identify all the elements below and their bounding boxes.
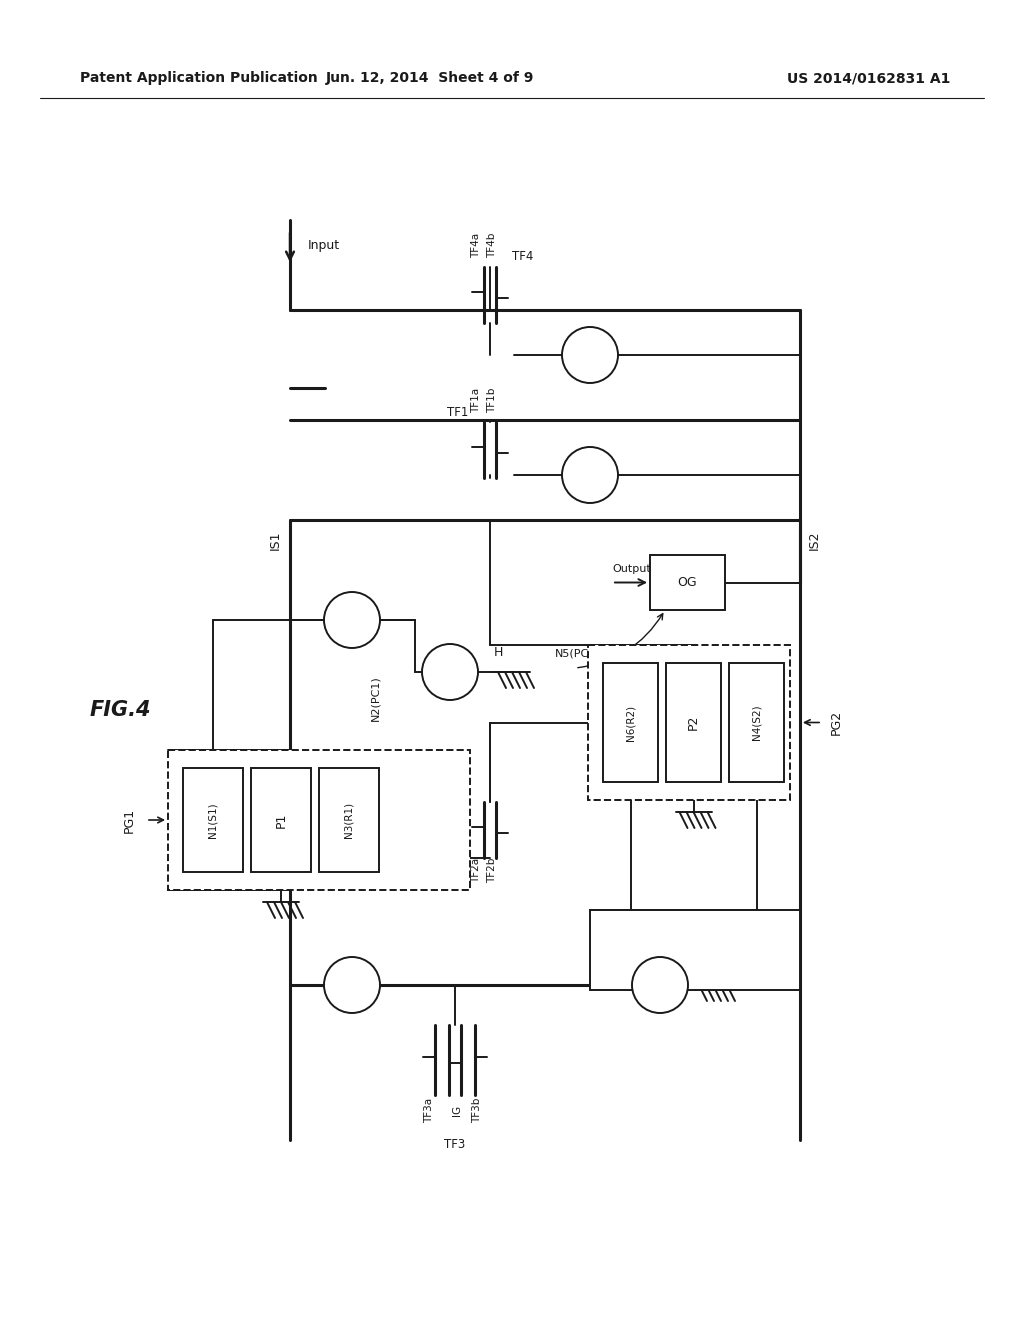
Text: N4(S2): N4(S2) [752, 705, 762, 741]
Text: US 2014/0162831 A1: US 2014/0162831 A1 [786, 71, 950, 84]
Bar [251, 768, 311, 873]
Text: Patent Application Publication: Patent Application Publication [80, 71, 317, 84]
Bar [590, 909, 800, 990]
Text: Jun. 12, 2014  Sheet 4 of 9: Jun. 12, 2014 Sheet 4 of 9 [326, 71, 535, 84]
Text: N3(R1): N3(R1) [344, 803, 354, 838]
Text: N5(PC2): N5(PC2) [555, 648, 601, 657]
Circle shape [422, 644, 478, 700]
Bar [168, 750, 470, 890]
Text: TF4a: TF4a [471, 232, 481, 257]
Text: C2: C2 [344, 978, 360, 991]
Text: OG: OG [678, 576, 697, 589]
Text: TF3a: TF3a [424, 1097, 434, 1122]
Bar [603, 663, 658, 781]
Circle shape [632, 957, 688, 1012]
Bar [319, 768, 379, 873]
Text: C4: C4 [582, 348, 598, 362]
Text: Input: Input [308, 239, 340, 252]
Text: IG: IG [452, 1105, 462, 1115]
Bar [588, 645, 790, 800]
Text: H: H [494, 645, 503, 659]
Bar [183, 768, 243, 873]
Text: TF1a: TF1a [471, 388, 481, 413]
Text: C1: C1 [582, 469, 598, 482]
Text: P2: P2 [687, 715, 700, 730]
Text: Output: Output [612, 564, 651, 573]
Text: B1: B1 [441, 665, 459, 678]
Text: TF1b: TF1b [487, 387, 497, 413]
Text: IS1: IS1 [269, 531, 282, 549]
Text: PG2: PG2 [830, 710, 843, 735]
Text: TF4: TF4 [512, 251, 534, 264]
Text: TF3b: TF3b [472, 1097, 482, 1123]
Text: TF2b: TF2b [487, 857, 497, 883]
Text: P1: P1 [274, 812, 288, 828]
Text: N1(S1): N1(S1) [208, 803, 218, 838]
Bar [729, 663, 784, 781]
Text: FIG.4: FIG.4 [89, 700, 151, 719]
Circle shape [324, 591, 380, 648]
Text: TF1: TF1 [446, 405, 468, 418]
Text: TF3: TF3 [444, 1138, 466, 1151]
Text: C3: C3 [344, 614, 360, 627]
Text: H: H [693, 957, 702, 969]
Text: N2(PC1): N2(PC1) [370, 675, 380, 721]
Circle shape [562, 447, 618, 503]
Bar [650, 554, 725, 610]
Circle shape [562, 327, 618, 383]
Circle shape [324, 957, 380, 1012]
Text: IS2: IS2 [808, 531, 821, 549]
Text: PG1: PG1 [123, 808, 136, 833]
Bar [666, 663, 721, 781]
Text: TF4b: TF4b [487, 232, 497, 257]
Text: N6(R2): N6(R2) [626, 705, 636, 741]
Text: TF2: TF2 [446, 857, 468, 870]
Text: TF2a: TF2a [471, 858, 481, 883]
Text: B2: B2 [651, 978, 669, 991]
